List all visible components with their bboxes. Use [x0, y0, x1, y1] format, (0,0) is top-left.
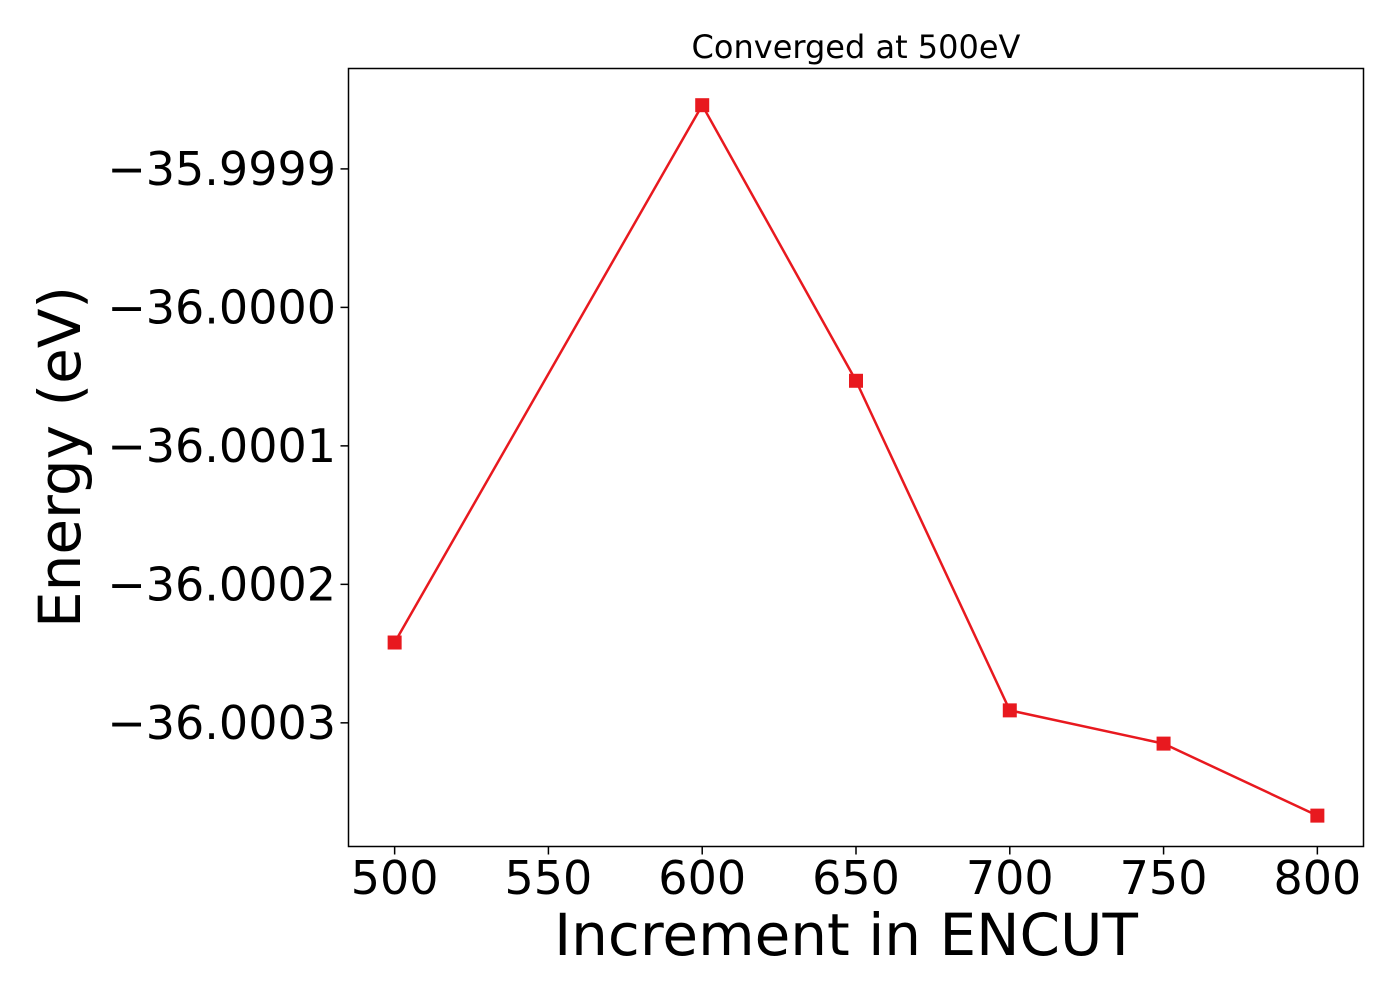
y-axis-ticks: −35.9999 −36.0000 −36.0001 −36.0002 −36.0003	[107, 142, 349, 750]
y-tick-label: −36.0002	[107, 557, 336, 611]
x-tick-label: 500	[351, 851, 439, 905]
x-tick-label: 650	[812, 851, 900, 905]
data-point-marker	[387, 635, 402, 650]
data-point-marker	[849, 373, 863, 388]
x-tick-label: 750	[1120, 851, 1208, 905]
y-tick-label: −36.0001	[107, 419, 336, 473]
chart-title: Converged at 500eV	[692, 28, 1021, 66]
x-tick-label: 600	[658, 851, 746, 905]
y-tick-label: −36.0000	[107, 280, 336, 334]
data-point-marker	[695, 98, 710, 113]
x-tick-label: 800	[1273, 851, 1361, 905]
data-point-marker	[1310, 808, 1325, 823]
plot-area-frame	[347, 67, 1365, 848]
data-point-marker	[1002, 703, 1017, 718]
data-point-marker	[1156, 736, 1171, 751]
series-layer	[387, 98, 1325, 823]
x-axis-label: Increment in ENCUT	[554, 901, 1138, 969]
x-axis-ticks: 500 550 600 650 700 750 800	[351, 846, 1361, 905]
x-tick-label: 700	[966, 851, 1054, 905]
y-tick-label: −35.9999	[107, 142, 336, 196]
y-axis-label: Energy (eV)	[26, 286, 94, 628]
x-tick-label: 550	[505, 851, 593, 905]
series-line	[393, 103, 1318, 817]
y-tick-label: −36.0003	[107, 696, 336, 750]
